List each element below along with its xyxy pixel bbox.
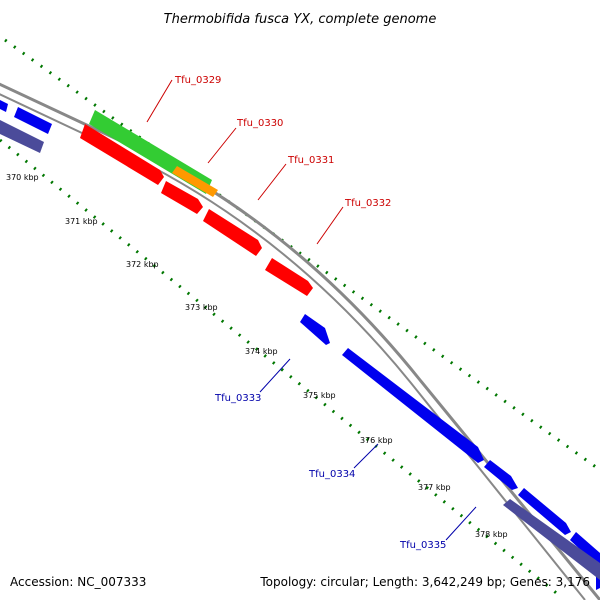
gene-arrow-tfu-0329[interactable] [80,124,164,185]
tick-label-372: 372 kbp [126,260,159,269]
callout-line-tfu-0335 [445,506,477,541]
tick-label-376: 376 kbp [360,436,393,445]
callout-line-tfu-0332 [316,206,344,245]
dark-feature-partial-left[interactable] [0,120,44,153]
gc-dotted-track-inner [0,138,561,598]
orange-feature-tfu-0330[interactable] [172,166,218,197]
tick-label-377: 377 kbp [418,483,451,492]
tick-label-374: 374 kbp [245,347,278,356]
gene-label-tfu-0331[interactable]: Tfu_0331 [287,155,334,166]
gene-label-tfu-0329[interactable]: Tfu_0329 [174,75,221,86]
callout-line-tfu-0333 [259,358,291,393]
callout-line-tfu-0331 [257,163,287,201]
tick-label-373: 373 kbp [185,303,218,312]
dark-feature-lower-right[interactable] [503,499,600,580]
gene-arrow-after-tfu-0335[interactable] [518,488,571,535]
map-title: Thermobifida fusca YX, complete genome [164,12,437,27]
accession-text: Accession: NC_007333 [10,575,146,589]
backbone-inner [0,93,586,600]
tick-label-375: 375 kbp [303,391,336,400]
gene-arrow-tfu-0330[interactable] [161,181,203,214]
tick-label-370: 370 kbp [6,173,39,182]
tick-label-371: 371 kbp [65,217,98,226]
gene-arrow-tfu-0331[interactable] [203,209,262,256]
gene-arrow-tfu-0332[interactable] [265,258,313,296]
gene-label-tfu-0332[interactable]: Tfu_0332 [344,198,391,209]
gene-label-tfu-0333[interactable]: Tfu_0333 [214,393,261,404]
gene-label-tfu-0334[interactable]: Tfu_0334 [308,469,355,480]
gene-arrow-tfu-0334[interactable] [342,348,484,463]
callout-line-tfu-0330 [207,127,237,164]
genome-summary-text: Topology: circular; Length: 3,642,249 bp… [259,575,590,589]
callout-line-tfu-0334 [353,443,379,469]
gene-arrow-tfu-0333[interactable] [300,314,330,345]
gene-label-tfu-0335[interactable]: Tfu_0335 [399,540,446,551]
gene-label-tfu-0330[interactable]: Tfu_0330 [236,118,283,129]
gc-dotted-track-outer [4,38,600,472]
callout-line-tfu-0329 [146,79,173,123]
gene-arrow-partial-left-2[interactable] [14,107,52,134]
gene-arrow-partial-left-1[interactable] [0,100,8,112]
tick-label-378: 378 kbp [475,530,508,539]
gene-arrow-tfu-0335[interactable] [484,460,518,490]
